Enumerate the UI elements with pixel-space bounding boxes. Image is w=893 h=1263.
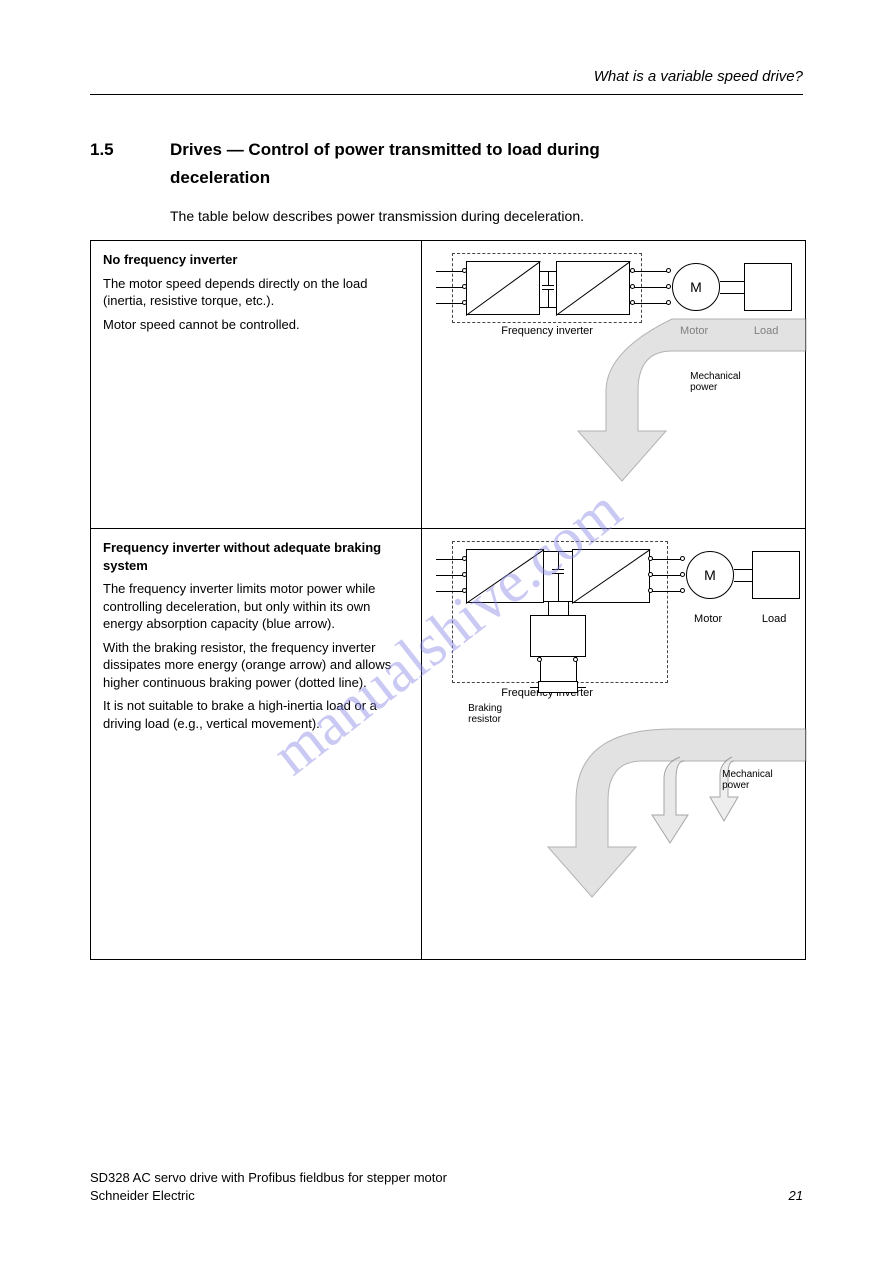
section-title: Drives — Control of power transmitted to… <box>170 140 600 160</box>
row2-body3: It is not suitable to brake a high-inert… <box>103 697 409 732</box>
row1-text-cell: No frequency inverter The motor speed de… <box>91 241 422 528</box>
power-arrow <box>422 241 806 529</box>
header-right: What is a variable speed drive? <box>594 68 803 85</box>
power-arrows <box>422 529 806 959</box>
page: { "header": { "right": "What is a variab… <box>0 0 893 1263</box>
section-intro: The table below describes power transmis… <box>170 208 584 224</box>
table-row: Frequency inverter without adequate brak… <box>91 529 805 959</box>
mech-power-label: Mechanical power <box>690 371 741 393</box>
row1-body2: Motor speed cannot be controlled. <box>103 316 409 334</box>
footer-line2: Schneider Electric <box>90 1188 195 1203</box>
row2-diagram-cell: Frequency inverter <box>422 529 805 959</box>
table-row: No frequency inverter The motor speed de… <box>91 241 805 529</box>
row2-heading: Frequency inverter without adequate brak… <box>103 539 409 574</box>
row1-body1: The motor speed depends directly on the … <box>103 275 409 310</box>
row1-heading: No frequency inverter <box>103 251 409 269</box>
row2-text-cell: Frequency inverter without adequate brak… <box>91 529 422 959</box>
row2-body2: With the braking resistor, the frequency… <box>103 639 409 692</box>
section-number: 1.5 <box>90 140 114 160</box>
footer-pagenum: 21 <box>789 1188 803 1203</box>
mech-power-label: Mechanical power <box>722 769 773 791</box>
row2-body1: The frequency inverter limits motor powe… <box>103 580 409 633</box>
footer-line1: SD328 AC servo drive with Profibus field… <box>90 1170 447 1185</box>
header-rule <box>90 94 803 95</box>
row1-diagram-cell: Frequency inverter <box>422 241 805 528</box>
content-table: No frequency inverter The motor speed de… <box>90 240 806 960</box>
section-subtitle: deceleration <box>170 168 270 188</box>
